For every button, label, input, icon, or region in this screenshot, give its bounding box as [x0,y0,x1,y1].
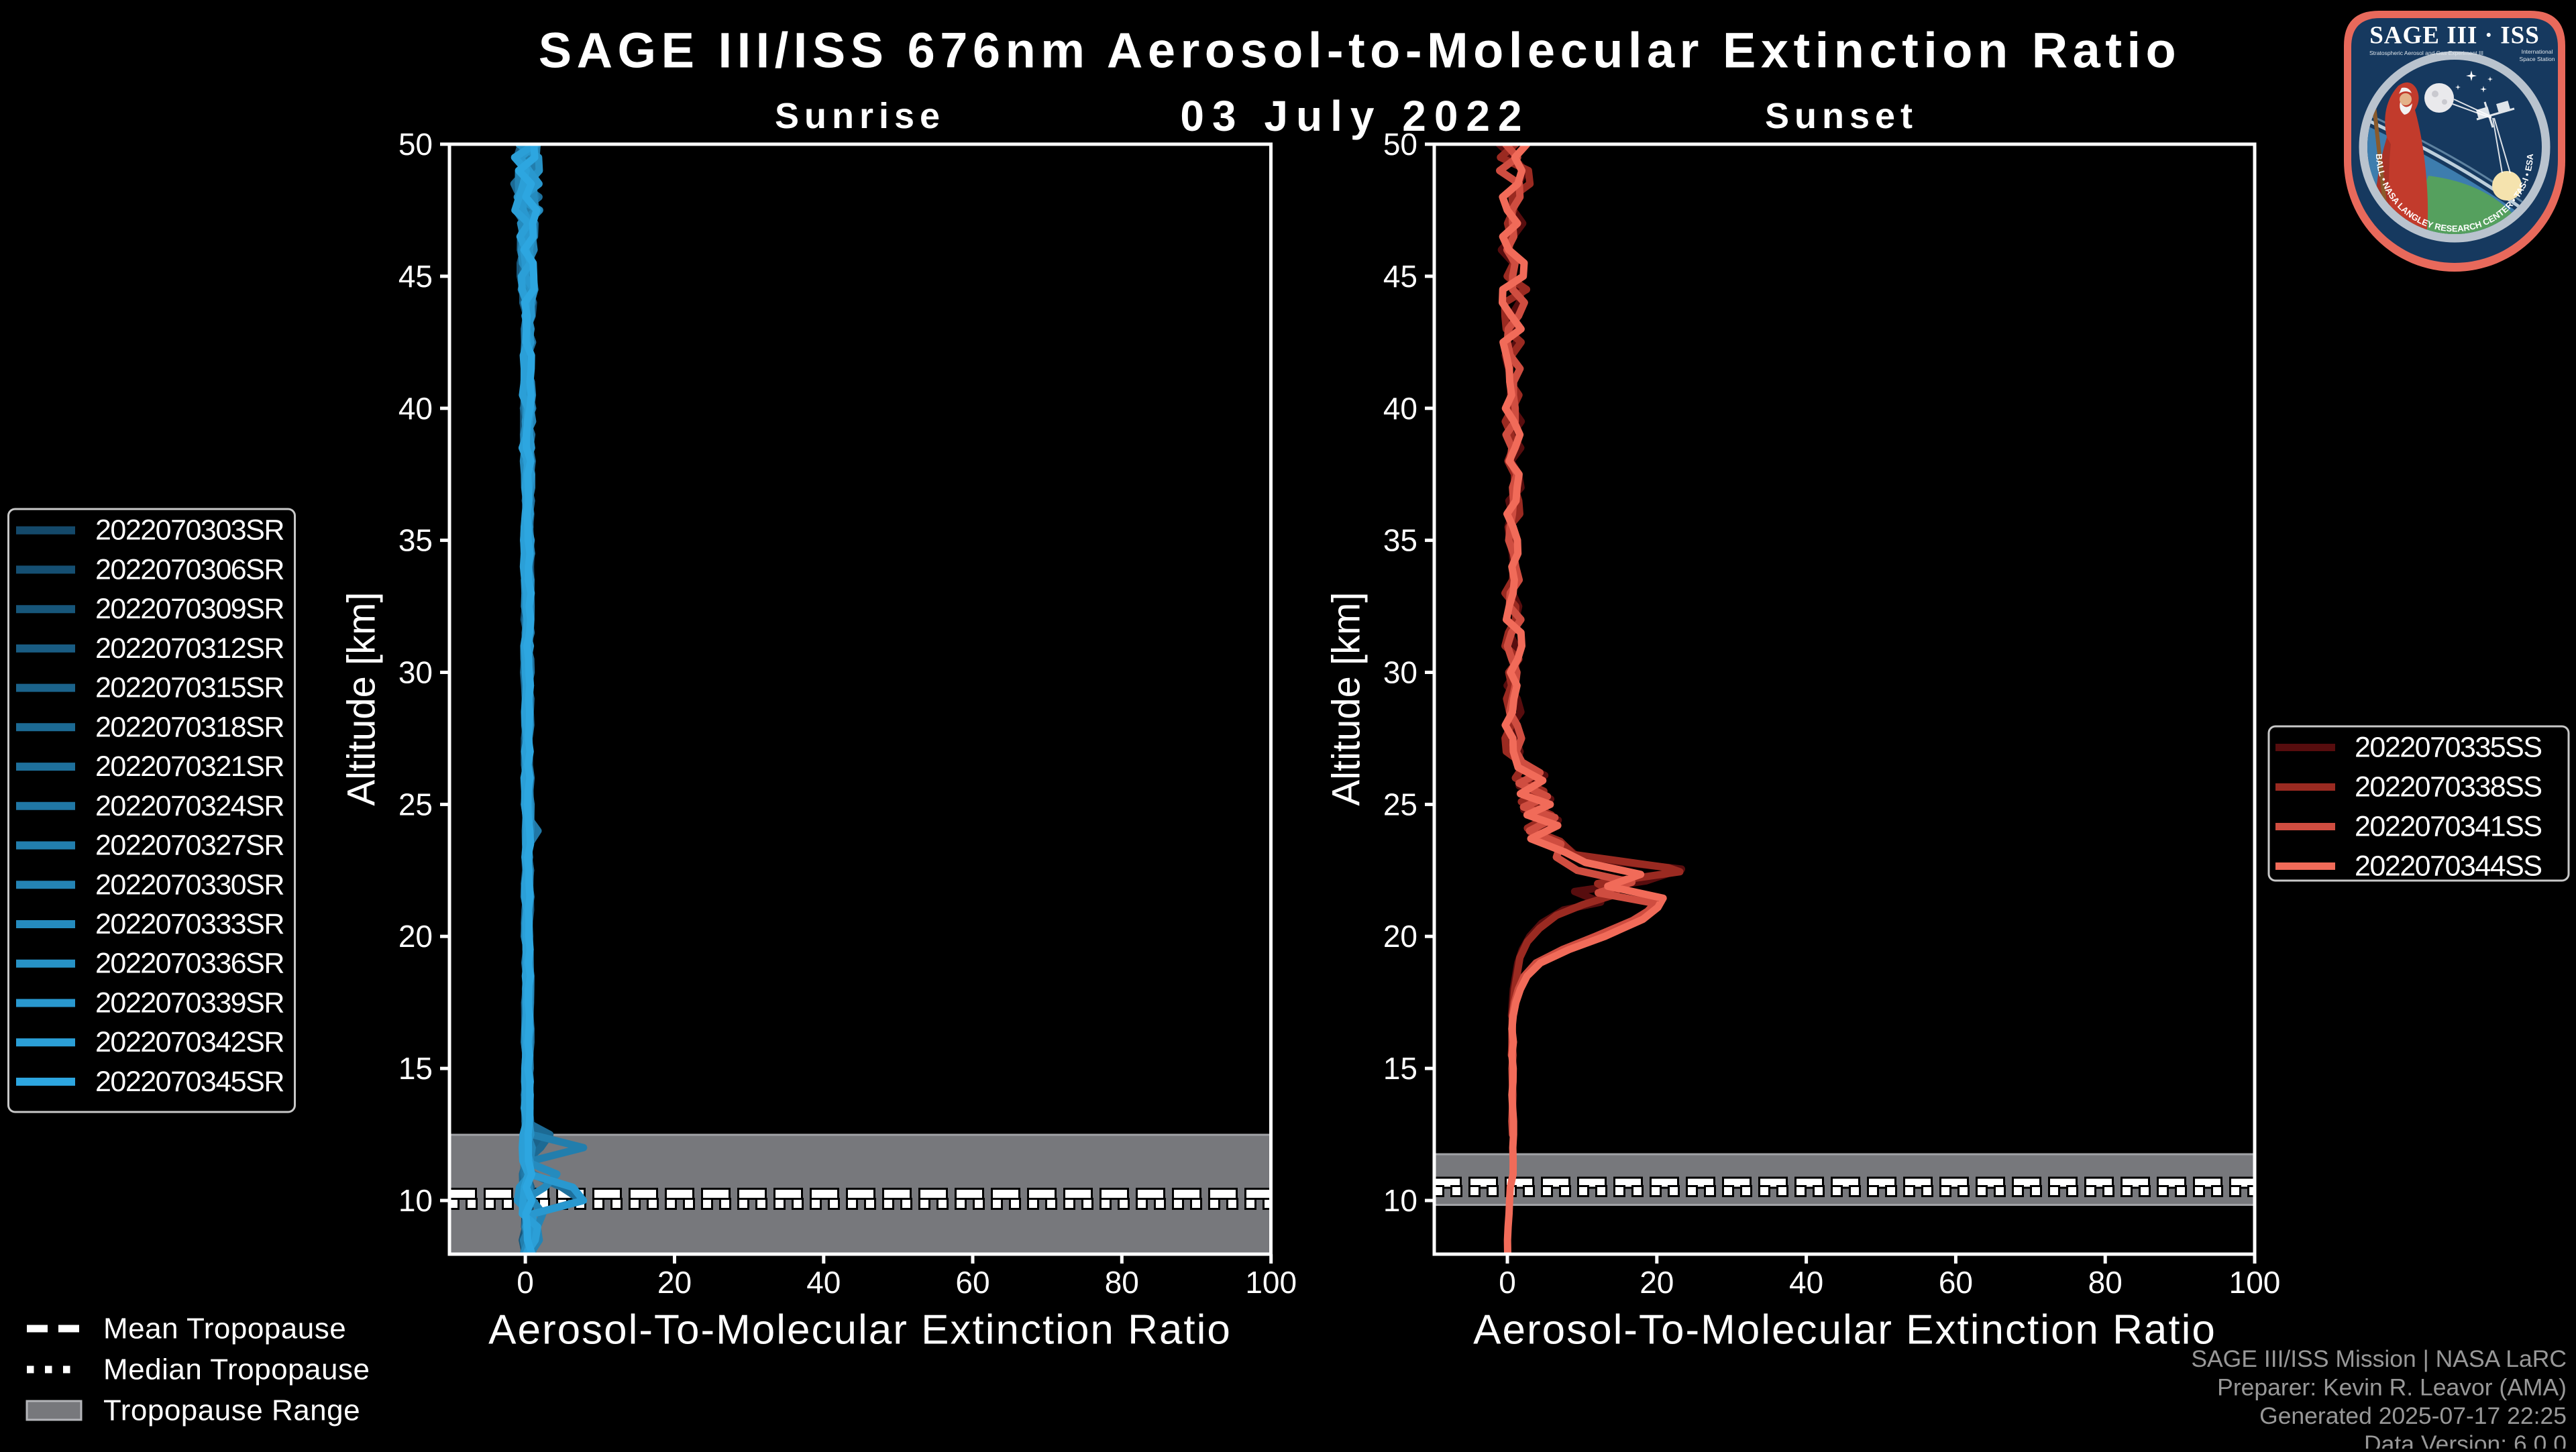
svg-text:15: 15 [1383,1051,1417,1086]
svg-text:03 July 2022: 03 July 2022 [1180,92,1529,140]
svg-text:Aerosol-To-Molecular Extinctio: Aerosol-To-Molecular Extinction Ratio [1473,1307,2216,1353]
svg-text:Data Version: 6.0.0: Data Version: 6.0.0 [2364,1431,2567,1449]
svg-text:Space Station: Space Station [2520,56,2555,62]
svg-text:2022070342SR: 2022070342SR [95,1026,284,1058]
svg-text:100: 100 [2229,1265,2281,1300]
svg-text:20: 20 [1383,919,1417,954]
svg-text:10: 10 [398,1183,433,1218]
svg-text:SAGE III/ISS 676nm Aerosol-to-: SAGE III/ISS 676nm Aerosol-to-Molecular … [539,23,2182,78]
svg-text:50: 50 [398,127,433,162]
svg-text:25: 25 [1383,787,1417,822]
svg-text:0: 0 [1499,1265,1516,1300]
svg-text:2022070330SR: 2022070330SR [95,869,284,901]
svg-text:15: 15 [398,1051,433,1086]
svg-text:80: 80 [2088,1265,2123,1300]
svg-text:2022070341SS: 2022070341SS [2355,811,2542,843]
svg-text:2022070335SS: 2022070335SS [2355,732,2542,764]
svg-text:45: 45 [398,259,433,294]
svg-text:20: 20 [398,919,433,954]
svg-text:40: 40 [398,391,433,426]
svg-text:45: 45 [1383,259,1417,294]
svg-text:Altitude [km]: Altitude [km] [1325,592,1368,805]
svg-text:2022070338SS: 2022070338SS [2355,771,2542,803]
svg-text:2022070336SR: 2022070336SR [95,948,284,980]
svg-text:Aerosol-To-Molecular Extinctio: Aerosol-To-Molecular Extinction Ratio [488,1307,1232,1353]
svg-text:Sunrise: Sunrise [775,96,945,136]
svg-text:60: 60 [1939,1265,1973,1300]
svg-text:10: 10 [1383,1183,1417,1218]
svg-text:40: 40 [806,1265,841,1300]
svg-text:30: 30 [1383,655,1417,690]
svg-text:2022070339SR: 2022070339SR [95,987,284,1019]
svg-text:Sunset: Sunset [1765,96,1918,136]
svg-text:25: 25 [398,787,433,822]
svg-text:Mean Tropopause: Mean Tropopause [103,1313,346,1345]
svg-text:SAGE III/ISS Mission | NASA La: SAGE III/ISS Mission | NASA LaRC [2191,1345,2567,1372]
svg-text:Tropopause Range: Tropopause Range [103,1394,360,1427]
svg-text:40: 40 [1383,391,1417,426]
svg-text:35: 35 [398,523,433,558]
svg-text:2022070303SR: 2022070303SR [95,514,284,547]
svg-text:30: 30 [398,655,433,690]
svg-text:Stratospheric Aerosol and Gas: Stratospheric Aerosol and Gas Experiment… [2369,50,2483,56]
svg-text:Median Tropopause: Median Tropopause [103,1353,370,1386]
svg-text:2022070321SR: 2022070321SR [95,750,284,783]
svg-text:Generated 2025-07-17 22:25: Generated 2025-07-17 22:25 [2259,1402,2567,1429]
svg-text:2022070324SR: 2022070324SR [95,790,284,822]
svg-text:2022070309SR: 2022070309SR [95,593,284,625]
svg-text:50: 50 [1383,127,1417,162]
svg-text:2022070333SR: 2022070333SR [95,908,284,940]
svg-text:2022070318SR: 2022070318SR [95,711,284,743]
svg-text:Altitude [km]: Altitude [km] [340,592,384,805]
svg-text:2022070327SR: 2022070327SR [95,830,284,862]
svg-text:2022070345SR: 2022070345SR [95,1066,284,1098]
svg-text:60: 60 [955,1265,989,1300]
svg-text:100: 100 [1245,1265,1297,1300]
svg-text:International: International [2522,48,2553,55]
svg-text:80: 80 [1105,1265,1139,1300]
svg-text:Preparer: Kevin R. Leavor (AMA: Preparer: Kevin R. Leavor (AMA) [2217,1374,2567,1400]
svg-text:20: 20 [1640,1265,1674,1300]
svg-text:20: 20 [657,1265,692,1300]
svg-text:2022070306SR: 2022070306SR [95,553,284,585]
svg-text:35: 35 [1383,523,1417,558]
svg-text:2022070344SS: 2022070344SS [2355,850,2542,883]
svg-text:2022070312SR: 2022070312SR [95,632,284,665]
svg-text:2022070315SR: 2022070315SR [95,672,284,704]
svg-text:0: 0 [517,1265,534,1300]
svg-text:40: 40 [1789,1265,1823,1300]
svg-text:SAGE III · ISS: SAGE III · ISS [2369,22,2540,50]
